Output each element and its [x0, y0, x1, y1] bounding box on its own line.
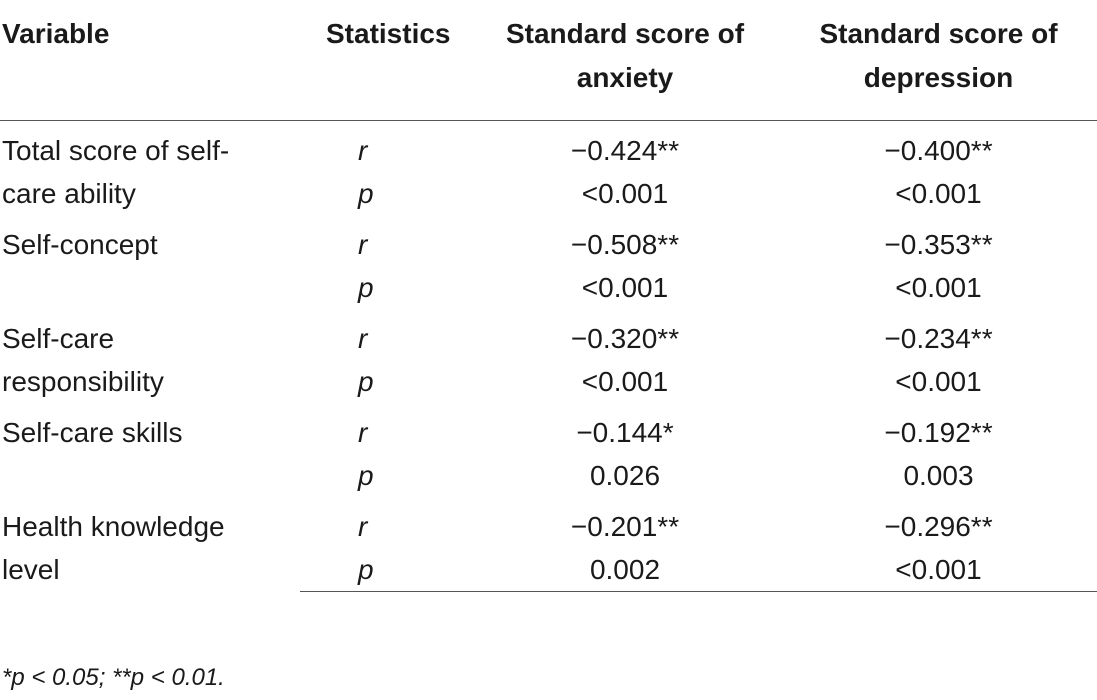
variable-cell: Total score of self-care ability: [2, 135, 230, 209]
depression-r-value: −0.353**: [884, 229, 993, 260]
stat-label-r: r: [358, 417, 368, 448]
depression-r-value: −0.400**: [884, 135, 993, 166]
table-row: p 0.002 <0.001: [0, 548, 1097, 592]
variable-cell: Self-care responsibility: [2, 323, 164, 397]
anxiety-p-value: <0.001: [581, 272, 669, 303]
table-row: p 0.026 0.003: [0, 454, 1097, 497]
table-row: Self-care skills r −0.144* −0.192**: [0, 403, 1097, 454]
depression-r-value: −0.234**: [884, 323, 993, 354]
depression-r-value: −0.192**: [884, 417, 993, 448]
depression-p-value: <0.001: [895, 178, 982, 209]
header-depression: Standard score of depression: [780, 0, 1097, 121]
depression-r-value: −0.296**: [884, 511, 993, 542]
correlation-table: Variable Statistics Standard score of an…: [0, 0, 1097, 592]
anxiety-r-value: −0.201**: [570, 511, 680, 542]
header-variable: Variable: [0, 0, 300, 121]
anxiety-p-value: 0.002: [470, 548, 780, 592]
stat-label-p: p: [358, 272, 374, 303]
anxiety-r-value: −0.144*: [576, 417, 674, 448]
table-row: Health knowledge level r −0.201** −0.296…: [0, 497, 1097, 585]
stat-label-r: r: [358, 135, 368, 166]
stat-label-p: p: [358, 178, 374, 209]
header-row: Variable Statistics Standard score of an…: [0, 0, 1097, 121]
depression-p-value: 0.003: [903, 460, 974, 491]
table-body: Total score of self-care ability r −0.42…: [0, 121, 1097, 592]
stat-label-p: p: [300, 548, 470, 592]
table-row: Total score of self-care ability r −0.42…: [0, 121, 1097, 209]
variable-cell: Self-care skills: [2, 417, 183, 448]
depression-p-value: <0.001: [780, 548, 1097, 592]
header-statistics: Statistics: [300, 0, 470, 121]
stat-label-r: r: [358, 229, 368, 260]
table-header: Variable Statistics Standard score of an…: [0, 0, 1097, 121]
header-anxiety: Standard score of anxiety: [470, 0, 780, 121]
anxiety-r-value: −0.508**: [570, 229, 680, 260]
table-row: p <0.001 <0.001: [0, 172, 1097, 215]
stat-label-p: p: [358, 460, 374, 491]
anxiety-p-value: <0.001: [581, 366, 669, 397]
depression-p-value: <0.001: [895, 272, 982, 303]
stat-label-r: r: [358, 511, 368, 542]
table-footnote: *p < 0.05; **p < 0.01.: [2, 664, 225, 691]
anxiety-p-value: <0.001: [581, 178, 669, 209]
anxiety-p-value: 0.026: [589, 460, 661, 491]
table-row: p <0.001 <0.001: [0, 266, 1097, 309]
anxiety-r-value: −0.320**: [570, 323, 680, 354]
variable-cell: Self-concept: [2, 229, 158, 260]
table-row: p <0.001 <0.001: [0, 360, 1097, 403]
table-row: Self-concept r −0.508** −0.353**: [0, 215, 1097, 266]
table-row: Self-care responsibility r −0.320** −0.2…: [0, 309, 1097, 397]
anxiety-r-value: −0.424**: [570, 135, 680, 166]
stat-label-r: r: [358, 323, 368, 354]
correlation-table-container: Variable Statistics Standard score of an…: [0, 0, 1097, 592]
variable-cell: Health knowledge level: [2, 511, 225, 585]
depression-p-value: <0.001: [895, 366, 982, 397]
stat-label-p: p: [358, 366, 374, 397]
